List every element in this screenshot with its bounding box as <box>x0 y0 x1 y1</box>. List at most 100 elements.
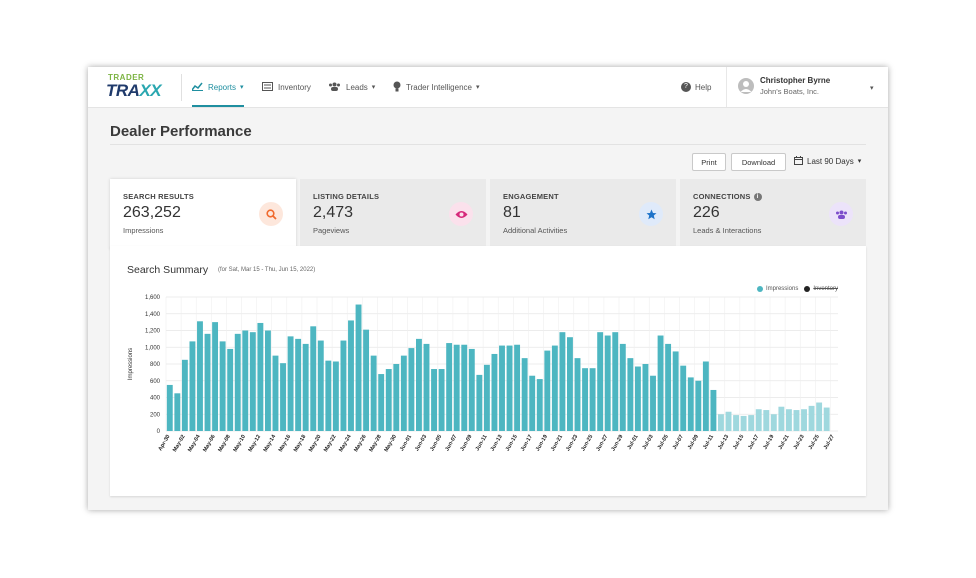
x-tick-label: Jul-13 <box>717 434 730 451</box>
x-tick-label: Jul-25 <box>808 434 821 451</box>
x-tick-label: Jul-09 <box>687 434 700 451</box>
bar <box>748 415 755 431</box>
bar <box>687 377 694 431</box>
bar <box>521 358 528 431</box>
bar <box>808 405 815 431</box>
nav-inventory[interactable]: Inventory <box>262 67 311 107</box>
tradertraxx-logo[interactable]: TRADER TRAXX <box>106 73 162 100</box>
logo-wordmark: TRAXX <box>106 81 162 100</box>
bar <box>695 380 702 431</box>
search-summary-panel: Search Summary (for Sat, Mar 15 - Thu, J… <box>110 246 866 496</box>
bar <box>725 411 732 431</box>
chevron-down-icon[interactable]: ▾ <box>870 85 874 92</box>
bar <box>702 361 709 431</box>
x-tick-label: Jun-15 <box>505 434 519 452</box>
y-tick-label: 200 <box>150 412 161 418</box>
kpi-search-results[interactable]: SEARCH RESULTS 263,252 Impressions <box>110 179 296 249</box>
legend-inventory[interactable]: Inventory <box>804 286 838 292</box>
bar <box>234 333 241 431</box>
user-name: Christopher Byrne <box>760 76 831 85</box>
y-tick-label: 1,200 <box>145 329 161 335</box>
x-tick-label: Jun-17 <box>520 434 534 452</box>
x-tick-label: May-02 <box>172 434 187 453</box>
bar <box>733 415 740 431</box>
logo-divider <box>181 74 182 101</box>
page-title: Dealer Performance <box>110 123 252 140</box>
bar <box>740 415 747 431</box>
x-tick-label: Jun-29 <box>610 434 624 452</box>
kpi-listing-details[interactable]: LISTING DETAILS 2,473 Pageviews <box>300 179 486 246</box>
bar <box>642 364 649 431</box>
bar <box>567 337 573 431</box>
bar <box>612 332 619 431</box>
bar <box>166 384 173 431</box>
bar <box>468 348 475 431</box>
download-button[interactable]: Download <box>731 153 786 171</box>
bar <box>272 355 279 431</box>
bar <box>325 360 332 431</box>
y-tick-label: 400 <box>150 396 161 402</box>
bar <box>204 333 211 431</box>
bar <box>378 374 385 431</box>
bar <box>227 348 234 431</box>
bar <box>340 340 347 431</box>
x-tick-label: Jun-07 <box>444 434 458 452</box>
y-tick-label: 0 <box>157 429 161 435</box>
help-icon: ? <box>681 82 691 92</box>
y-tick-label: 800 <box>150 362 161 368</box>
search-icon <box>259 202 283 226</box>
info-icon[interactable]: i <box>753 193 762 202</box>
bar <box>483 364 490 431</box>
eye-icon <box>449 202 473 226</box>
bar <box>461 344 468 431</box>
x-tick-label: Jul-21 <box>778 434 791 451</box>
bar <box>438 369 445 431</box>
bar <box>453 344 460 431</box>
bar <box>710 389 717 431</box>
x-tick-label: Jul-15 <box>732 434 745 451</box>
x-tick-label: Jul-01 <box>626 434 639 451</box>
chevron-down-icon: ▾ <box>371 84 376 91</box>
bar <box>778 406 785 431</box>
bar <box>408 348 415 431</box>
bar <box>249 332 256 431</box>
bar <box>446 343 453 431</box>
bar <box>785 409 792 431</box>
bar <box>718 414 724 431</box>
avatar <box>738 78 754 94</box>
bar <box>763 410 770 431</box>
x-tick-label: Jun-27 <box>595 434 609 452</box>
kpi-engagement[interactable]: ENGAGEMENT 81 Additional Activities <box>490 179 676 246</box>
y-axis-label: Impressions <box>128 348 134 380</box>
date-range-dropdown[interactable]: Last 90 Days ▾ <box>794 153 861 169</box>
bar <box>189 341 196 431</box>
bar <box>657 335 664 431</box>
bar <box>680 365 687 431</box>
kpi-connections[interactable]: CONNECTIONS i 226 Leads & Interactions <box>680 179 866 246</box>
x-tick-label: Jul-03 <box>642 434 655 451</box>
legend-impressions[interactable]: Impressions <box>756 286 798 292</box>
nav-reports[interactable]: Reports ▾ <box>191 67 244 107</box>
x-tick-label: Jul-27 <box>823 434 836 451</box>
bar <box>650 375 656 431</box>
x-tick-label: May-16 <box>278 434 293 453</box>
chevron-down-icon: ▾ <box>240 84 244 91</box>
bar <box>310 326 317 431</box>
bar <box>332 361 339 431</box>
nav-trader-intelligence[interactable]: Trader Intelligence ▾ <box>393 67 479 107</box>
help-link[interactable]: ? Help <box>681 67 711 107</box>
list-icon <box>262 81 273 93</box>
bar <box>597 332 604 431</box>
user-organization: John's Boats, Inc. <box>760 87 819 96</box>
bar <box>363 329 370 431</box>
nav-divider <box>726 67 727 107</box>
x-tick-label: Jun-13 <box>490 434 504 452</box>
print-button[interactable]: Print <box>692 153 726 171</box>
bar <box>544 350 551 431</box>
chart-line-icon <box>191 82 203 93</box>
nav-leads[interactable]: Leads ▾ <box>328 67 375 107</box>
bar <box>574 358 581 431</box>
chart-subtitle: (for Sat, Mar 15 - Thu, Jun 15, 2022) <box>218 267 316 273</box>
people-icon <box>328 82 341 93</box>
